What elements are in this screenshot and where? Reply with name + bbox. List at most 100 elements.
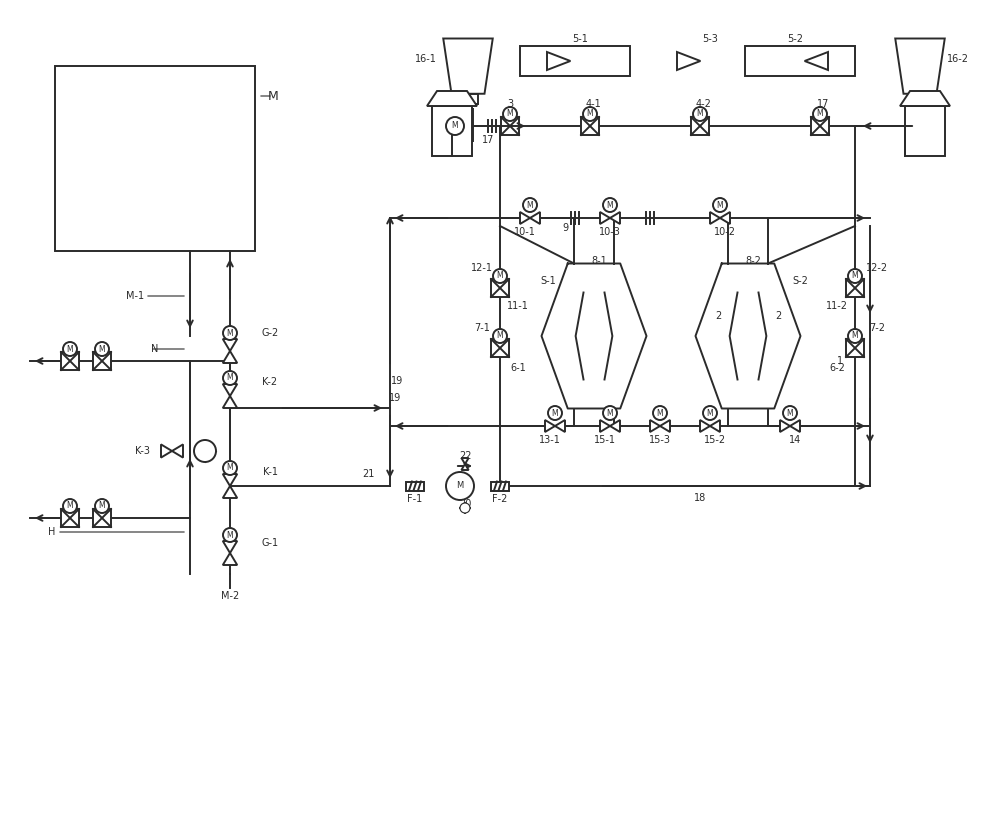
Text: F-2: F-2 <box>492 494 508 504</box>
Text: 5-2: 5-2 <box>787 34 803 44</box>
Circle shape <box>583 107 597 121</box>
Polygon shape <box>223 541 237 553</box>
Circle shape <box>63 499 77 513</box>
Text: 8-1: 8-1 <box>591 256 607 266</box>
Text: K-3: K-3 <box>134 446 150 456</box>
Text: M-2: M-2 <box>221 591 239 601</box>
Text: 19: 19 <box>389 393 401 403</box>
Bar <box>432 106 472 156</box>
Bar <box>61 509 79 527</box>
Bar <box>61 352 79 370</box>
Circle shape <box>603 406 617 420</box>
Bar <box>846 279 864 297</box>
Circle shape <box>653 406 667 420</box>
Polygon shape <box>600 212 610 224</box>
Bar <box>811 117 829 135</box>
Text: M: M <box>697 109 703 118</box>
Text: 15-2: 15-2 <box>704 435 726 445</box>
Bar <box>491 481 509 490</box>
Polygon shape <box>660 420 670 432</box>
Polygon shape <box>895 38 945 94</box>
Text: 19: 19 <box>391 376 403 386</box>
Text: F-1: F-1 <box>407 494 423 504</box>
Circle shape <box>603 198 617 212</box>
Polygon shape <box>900 91 950 106</box>
Polygon shape <box>790 420 800 432</box>
Polygon shape <box>610 212 620 224</box>
Text: 13-1: 13-1 <box>539 435 561 445</box>
Polygon shape <box>461 464 469 470</box>
Text: H: H <box>48 527 56 537</box>
Bar <box>437 109 473 141</box>
Circle shape <box>460 503 470 513</box>
Circle shape <box>523 198 537 212</box>
Text: G-1: G-1 <box>261 538 279 548</box>
Polygon shape <box>780 420 790 432</box>
Text: S-2: S-2 <box>792 276 808 286</box>
Text: 1: 1 <box>837 356 843 366</box>
Text: M: M <box>227 329 233 338</box>
Text: M: M <box>497 331 503 340</box>
Text: 10-3: 10-3 <box>599 227 621 237</box>
Text: 2: 2 <box>715 311 721 321</box>
Text: 7-2: 7-2 <box>869 323 885 333</box>
Text: K-2: K-2 <box>262 377 278 387</box>
Text: 3: 3 <box>507 99 513 109</box>
Bar <box>93 509 111 527</box>
Text: M: M <box>507 109 513 118</box>
Text: 6-1: 6-1 <box>510 363 526 373</box>
Text: K-1: K-1 <box>262 467 278 477</box>
Text: 21: 21 <box>362 469 374 479</box>
Text: M: M <box>717 201 723 210</box>
Bar <box>491 279 509 297</box>
Bar <box>905 106 945 156</box>
Text: M: M <box>607 409 613 418</box>
Circle shape <box>493 269 507 283</box>
Circle shape <box>713 198 727 212</box>
Text: M: M <box>707 409 713 418</box>
Text: M: M <box>99 502 105 511</box>
Polygon shape <box>223 486 237 498</box>
Polygon shape <box>530 212 540 224</box>
Polygon shape <box>555 420 565 432</box>
Bar <box>581 117 599 135</box>
Text: 11-1: 11-1 <box>507 301 529 311</box>
Text: M: M <box>587 109 593 118</box>
Polygon shape <box>172 445 183 458</box>
Text: 12-2: 12-2 <box>866 263 888 273</box>
Text: G-2: G-2 <box>261 328 279 338</box>
Text: 22: 22 <box>459 451 471 461</box>
Polygon shape <box>223 396 237 408</box>
Bar <box>491 339 509 357</box>
Text: M: M <box>852 331 858 340</box>
Text: M: M <box>227 374 233 383</box>
Text: 16-1: 16-1 <box>415 54 437 64</box>
Bar <box>910 94 930 104</box>
Text: 6-2: 6-2 <box>829 363 845 373</box>
Polygon shape <box>650 420 660 432</box>
Polygon shape <box>223 474 237 486</box>
Polygon shape <box>600 420 610 432</box>
Text: M: M <box>787 409 793 418</box>
Text: M: M <box>552 409 558 418</box>
Circle shape <box>703 406 717 420</box>
Circle shape <box>95 499 109 513</box>
Circle shape <box>848 269 862 283</box>
Circle shape <box>503 107 517 121</box>
Text: M: M <box>817 109 823 118</box>
Circle shape <box>223 371 237 385</box>
Circle shape <box>194 440 216 462</box>
Text: 4-2: 4-2 <box>695 99 711 109</box>
Polygon shape <box>710 420 720 432</box>
Circle shape <box>223 326 237 340</box>
Bar <box>458 94 478 104</box>
Text: M: M <box>99 344 105 353</box>
Polygon shape <box>223 339 237 351</box>
Text: N: N <box>151 344 159 354</box>
Bar <box>406 481 424 490</box>
Text: 18: 18 <box>694 493 706 503</box>
Text: 7-1: 7-1 <box>474 323 490 333</box>
Text: 4-1: 4-1 <box>585 99 601 109</box>
Text: 17: 17 <box>817 99 829 109</box>
Circle shape <box>446 117 464 135</box>
